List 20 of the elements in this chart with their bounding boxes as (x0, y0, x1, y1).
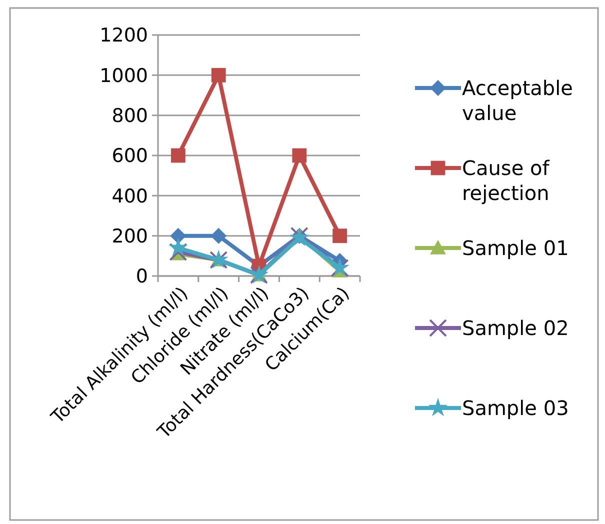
point (171, 148, 186, 163)
y-tick-label: 800 (112, 104, 148, 127)
y-tick-label: 600 (112, 145, 148, 168)
point (168, 238, 188, 256)
point (332, 228, 347, 244)
legend-label: Acceptable value (462, 76, 573, 125)
point (170, 228, 186, 244)
legend-label: Sample 02 (462, 316, 569, 340)
point (169, 242, 188, 261)
legend-label: Sample 03 (462, 396, 569, 420)
y-tick-label: 400 (112, 185, 148, 208)
y-tick-label: 0 (136, 266, 148, 288)
legend-label: Sample 01 (462, 236, 569, 260)
point (292, 148, 307, 163)
y-tick-label: 1000 (100, 64, 148, 87)
legend-label: Cause of rejection (462, 156, 550, 205)
point (211, 68, 226, 82)
point (210, 228, 227, 244)
y-tick-label: 1200 (100, 24, 148, 47)
y-tick-label: 200 (112, 225, 148, 248)
